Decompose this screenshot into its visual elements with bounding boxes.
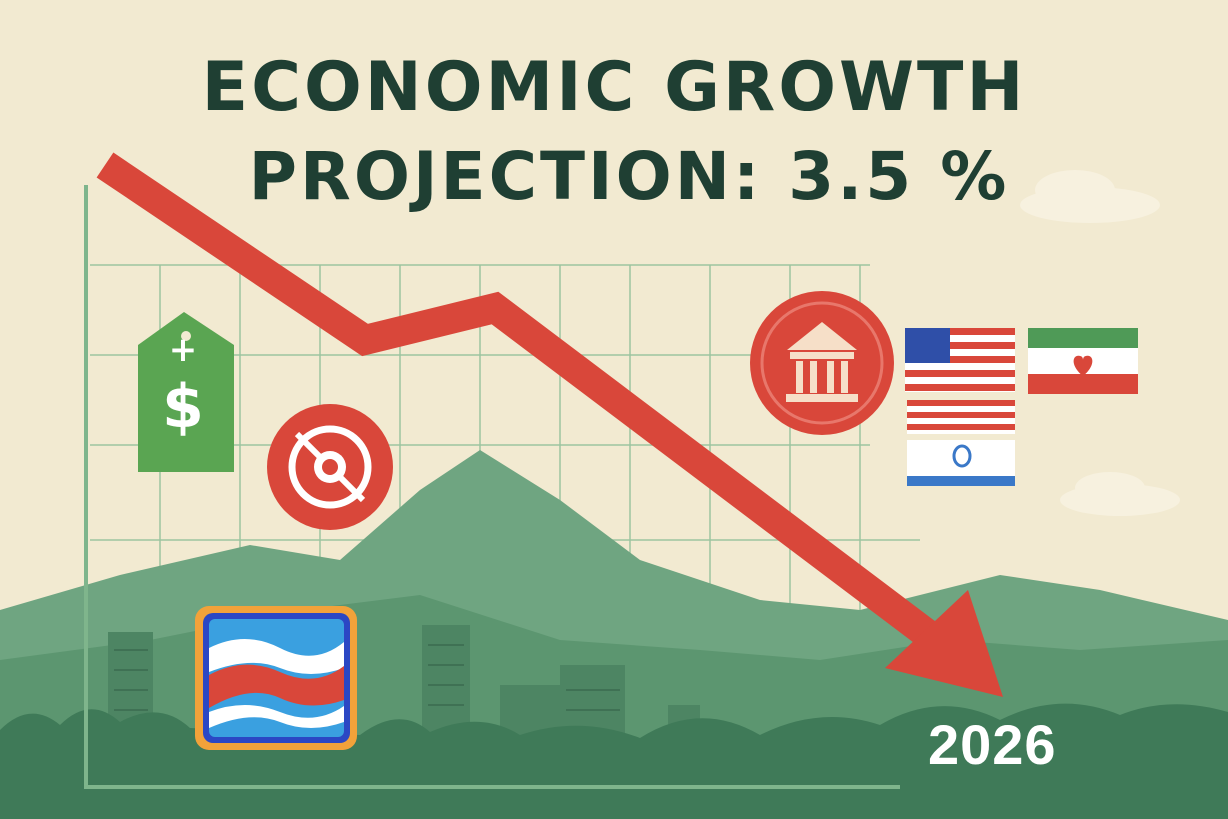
title-line-2: PROJECTION: 3.5 % [248, 138, 1010, 215]
flag-icon [907, 400, 1015, 434]
flag-icon [905, 328, 1015, 392]
bank-building-icon [750, 291, 894, 435]
skyline-windows [114, 644, 620, 711]
price-tag-icon [138, 312, 234, 472]
wave-flag-icon [195, 606, 357, 750]
clouds [1020, 170, 1180, 516]
target-icon [267, 404, 393, 530]
chart-axes [84, 185, 900, 789]
year-label: 2026 [928, 713, 1057, 776]
title-line-1: ECONOMIC GROWTH [201, 48, 1027, 127]
flag-icon [1028, 328, 1138, 394]
price-tag-plus: + [168, 330, 198, 370]
price-tag-dollar: $ [162, 372, 204, 442]
flag-icon [907, 440, 1015, 486]
tree-line [0, 703, 1228, 819]
downward-trend-arrow-icon [96, 152, 1003, 697]
